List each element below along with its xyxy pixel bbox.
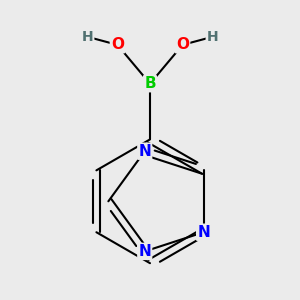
Text: N: N (138, 244, 151, 259)
Text: O: O (176, 37, 189, 52)
Text: H: H (82, 30, 93, 44)
Text: B: B (144, 76, 156, 91)
Text: N: N (197, 225, 210, 240)
Text: O: O (111, 37, 124, 52)
Text: H: H (207, 30, 218, 44)
Text: N: N (138, 144, 151, 159)
